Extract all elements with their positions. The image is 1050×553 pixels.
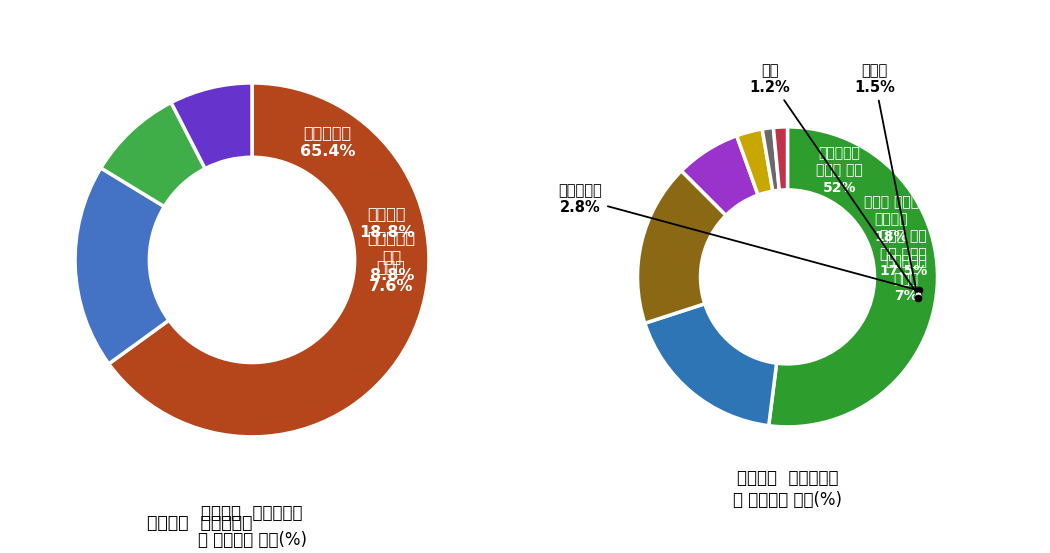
Text: 기타
1.2%: 기타 1.2% xyxy=(749,62,917,293)
Text: 모른다
1.5%: 모른다 1.5% xyxy=(854,62,918,295)
Wedge shape xyxy=(75,168,169,364)
Wedge shape xyxy=(109,83,429,437)
Circle shape xyxy=(700,190,875,364)
Wedge shape xyxy=(681,135,758,215)
Text: 보통이다
18.8%: 보통이다 18.8% xyxy=(359,206,415,241)
Text: 수목장이  바람직하다: 수목장이 바람직하다 xyxy=(147,514,252,531)
Text: 수목장이  바람직하다: 수목장이 바람직하다 xyxy=(202,504,302,522)
Text: 고 생각하는 정도(%): 고 생각하는 정도(%) xyxy=(733,492,842,509)
Text: 고 생각하는 정도(%): 고 생각하는 정도(%) xyxy=(197,531,307,549)
Wedge shape xyxy=(645,304,777,426)
Wedge shape xyxy=(762,128,779,191)
Text: 수목장이  바람직하다: 수목장이 바람직하다 xyxy=(737,469,838,487)
Wedge shape xyxy=(171,83,252,169)
Text: 바람직하다
65.4%: 바람직하다 65.4% xyxy=(299,125,355,159)
Text: 장례절차의
간편성
7%: 장례절차의 간편성 7% xyxy=(885,254,927,303)
Text: 후손의 유지
관리 편의성
17.5%: 후손의 유지 관리 편의성 17.5% xyxy=(880,229,928,278)
Wedge shape xyxy=(101,102,205,207)
Text: 모른다
7.6%: 모른다 7.6% xyxy=(369,259,413,294)
Wedge shape xyxy=(637,171,726,324)
Wedge shape xyxy=(769,127,938,427)
Text: 자연환경과
산림의 보전
52%: 자연환경과 산림의 보전 52% xyxy=(816,146,863,195)
Text: 바람직하지
않다
8.8%: 바람직하지 않다 8.8% xyxy=(368,230,416,283)
Wedge shape xyxy=(774,127,788,190)
Text: 저렴한비용
2.8%: 저렴한비용 2.8% xyxy=(559,182,916,290)
Wedge shape xyxy=(737,129,773,195)
Text: 고인의 완전한
자연회귀
18%: 고인의 완전한 자연회귀 18% xyxy=(863,195,919,244)
Circle shape xyxy=(149,157,355,363)
